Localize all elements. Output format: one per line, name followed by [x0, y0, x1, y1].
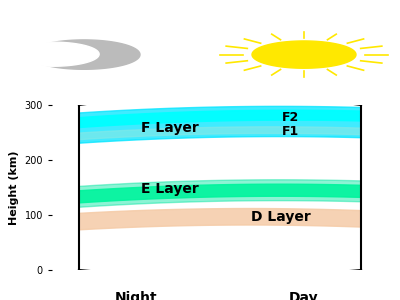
Text: D Layer: D Layer [251, 210, 310, 224]
Polygon shape [79, 95, 361, 277]
Polygon shape [79, 110, 361, 128]
Polygon shape [79, 127, 361, 140]
Text: Day: Day [289, 291, 319, 300]
Polygon shape [252, 41, 356, 68]
Text: E Layer: E Layer [141, 182, 198, 196]
Text: F Layer: F Layer [141, 121, 198, 135]
Y-axis label: Height (km): Height (km) [9, 150, 19, 225]
Text: F2: F2 [282, 111, 299, 124]
Text: Night: Night [115, 291, 157, 300]
Polygon shape [28, 40, 140, 69]
Polygon shape [79, 106, 361, 143]
Polygon shape [79, 208, 361, 230]
Polygon shape [79, 180, 361, 207]
Text: F1: F1 [282, 125, 299, 138]
Polygon shape [79, 184, 361, 203]
Polygon shape [7, 42, 99, 66]
